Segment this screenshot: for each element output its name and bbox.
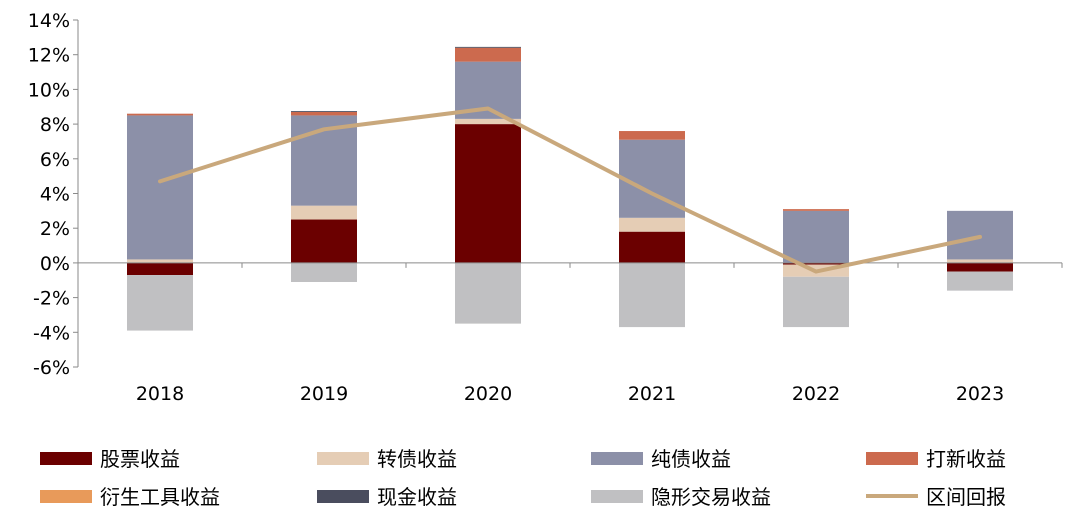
bar-2018-series-2 — [127, 115, 193, 260]
bar-2019-series-5 — [291, 111, 357, 112]
y-tick-label: 2% — [40, 218, 70, 240]
legend-marker — [317, 490, 369, 503]
bar-2019-series-3 — [291, 111, 357, 116]
y-tick-label: -2% — [33, 288, 70, 310]
y-tick-label: 10% — [28, 79, 70, 101]
bar-2018-series-1 — [127, 259, 193, 263]
legend-label: 打新收益 — [926, 447, 1006, 471]
y-tick-label: 6% — [40, 149, 70, 171]
bar-2020-series-3 — [455, 47, 521, 62]
x-tick-label: 2022 — [792, 383, 840, 405]
bar-2020-series-0 — [455, 124, 521, 263]
bars-layer — [127, 46, 1013, 331]
bar-2020-series-6 — [455, 262, 521, 324]
legend-label: 隐形交易收益 — [651, 485, 771, 509]
y-tick-label: -4% — [33, 322, 70, 344]
bar-2018-series-3 — [127, 113, 193, 116]
legend-label: 区间回报 — [926, 485, 1006, 509]
legend-marker — [317, 452, 369, 465]
axis-layer: 14% 12% 10% 8% 6% 4% 2% 0% -2% -4% -6% 2018 2019 2020… — [28, 10, 1063, 405]
bar-2019-series-6 — [291, 262, 357, 282]
x-tick-label: 2021 — [628, 383, 676, 405]
bar-2021-series-1 — [619, 217, 685, 232]
bar-2023-series-0 — [947, 262, 1013, 272]
legend-label: 纯债收益 — [651, 447, 731, 471]
legend-label: 转债收益 — [377, 447, 457, 471]
x-tick-label: 2020 — [464, 383, 512, 405]
y-tick-label: 4% — [40, 184, 70, 206]
x-tick-label: 2018 — [136, 383, 184, 405]
legend-marker — [591, 490, 643, 503]
legend-marker — [866, 452, 918, 465]
bar-2022-series-0 — [783, 262, 849, 265]
legend-label: 股票收益 — [100, 447, 180, 471]
y-tick-label: 0% — [40, 253, 70, 275]
bar-2019-series-0 — [291, 219, 357, 263]
legend-label: 衍生工具收益 — [100, 485, 220, 509]
legend-label: 现金收益 — [377, 485, 457, 509]
x-tick-label: 2023 — [956, 383, 1004, 405]
y-tick-label: 12% — [28, 45, 70, 67]
legend-marker — [591, 452, 643, 465]
x-tick-label: 2019 — [300, 383, 348, 405]
bar-2022-series-2 — [783, 210, 849, 263]
y-tick-label: -6% — [33, 357, 70, 379]
bar-2018-series-6 — [127, 275, 193, 331]
series-line-0 — [158, 106, 982, 274]
bar-2023-series-1 — [947, 259, 1013, 263]
bar-2018-series-0 — [127, 262, 193, 276]
bar-2020-series-1 — [455, 118, 521, 125]
bar-2019-series-1 — [291, 205, 357, 220]
bar-2022-series-6 — [783, 276, 849, 328]
legend-marker — [40, 490, 92, 503]
y-tick-label: 8% — [40, 114, 70, 136]
bar-2021-series-3 — [619, 131, 685, 140]
bar-2020-series-5 — [455, 46, 521, 48]
bar-2022-series-3 — [783, 209, 849, 211]
legend-marker — [40, 452, 92, 465]
bar-2021-series-0 — [619, 231, 685, 263]
bar-2023-series-6 — [947, 271, 1013, 291]
bar-2021-series-6 — [619, 262, 685, 328]
y-tick-label: 14% — [28, 10, 70, 32]
line-layer — [158, 106, 982, 274]
